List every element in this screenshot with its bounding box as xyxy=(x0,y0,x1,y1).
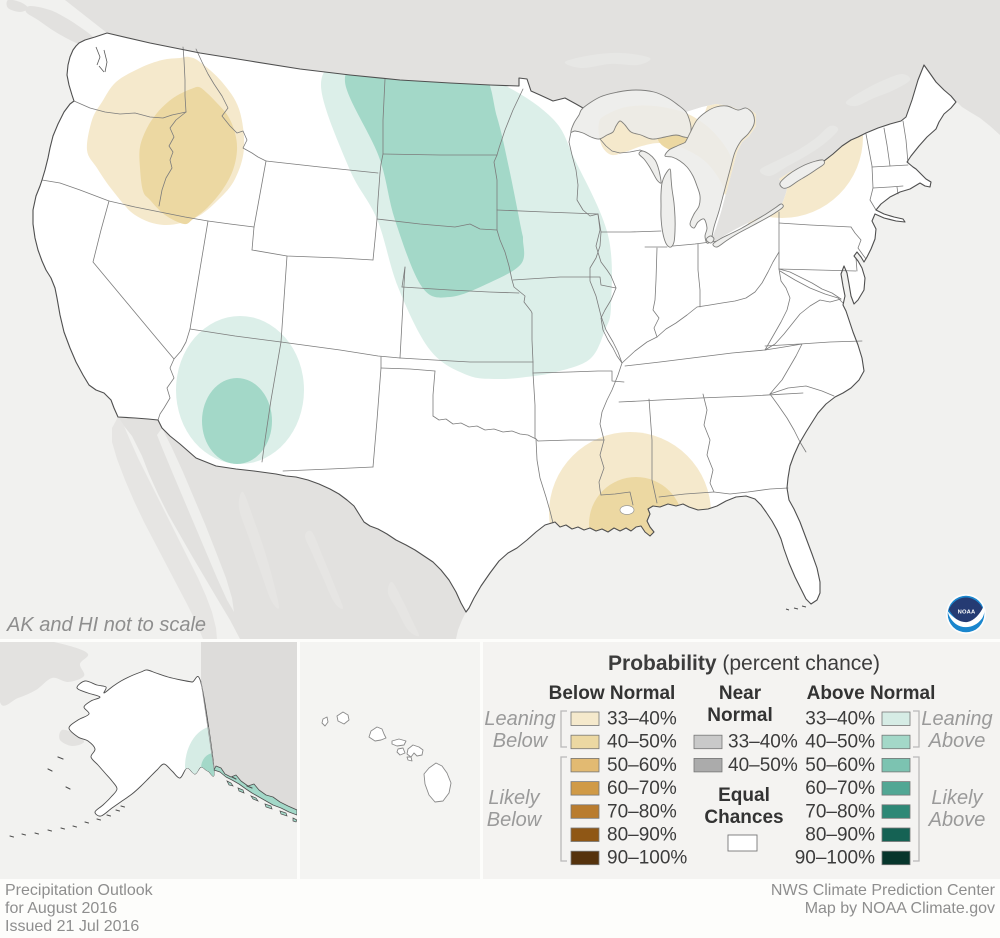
svg-text:AK and HI not to scale: AK and HI not to scale xyxy=(6,614,206,636)
svg-text:Above Normal: Above Normal xyxy=(807,683,936,704)
svg-text:Above: Above xyxy=(928,730,986,752)
svg-text:70–80%: 70–80% xyxy=(607,801,677,822)
svg-text:60–70%: 60–70% xyxy=(805,778,875,799)
svg-text:Leaning: Leaning xyxy=(921,708,992,730)
svg-text:NWS Climate Prediction Center: NWS Climate Prediction Center xyxy=(771,882,996,899)
svg-text:33–40%: 33–40% xyxy=(805,709,875,730)
svg-text:Probability (percent chance): Probability (percent chance) xyxy=(608,652,880,675)
svg-text:NOAA: NOAA xyxy=(958,610,976,616)
svg-text:70–80%: 70–80% xyxy=(805,801,875,822)
svg-text:50–60%: 50–60% xyxy=(805,755,875,776)
svg-text:Leaning: Leaning xyxy=(484,708,555,730)
svg-text:60–70%: 60–70% xyxy=(607,778,677,799)
svg-text:Below: Below xyxy=(487,809,543,831)
svg-text:Issued 21 Jul 2016: Issued 21 Jul 2016 xyxy=(5,918,139,935)
svg-text:90–100%: 90–100% xyxy=(607,848,687,869)
svg-text:Likely: Likely xyxy=(488,787,540,809)
svg-text:Precipitation Outlook: Precipitation Outlook xyxy=(5,882,154,899)
svg-text:40–50%: 40–50% xyxy=(805,732,875,753)
svg-text:40–50%: 40–50% xyxy=(728,755,798,776)
svg-text:Chances: Chances xyxy=(704,807,783,828)
svg-text:Normal: Normal xyxy=(707,705,772,726)
svg-text:33–40%: 33–40% xyxy=(607,709,677,730)
svg-text:90–100%: 90–100% xyxy=(795,848,875,869)
svg-text:Above: Above xyxy=(928,809,986,831)
svg-text:Near: Near xyxy=(719,683,762,704)
svg-text:80–90%: 80–90% xyxy=(805,825,875,846)
svg-text:50–60%: 50–60% xyxy=(607,755,677,776)
svg-text:33–40%: 33–40% xyxy=(728,732,798,753)
svg-text:Below Normal: Below Normal xyxy=(549,683,676,704)
svg-text:80–90%: 80–90% xyxy=(607,825,677,846)
svg-text:Likely: Likely xyxy=(931,787,983,809)
svg-text:40–50%: 40–50% xyxy=(607,732,677,753)
svg-text:Equal: Equal xyxy=(718,785,770,806)
svg-text:Below: Below xyxy=(493,730,549,752)
svg-text:Map by NOAA Climate.gov: Map by NOAA Climate.gov xyxy=(805,900,995,917)
svg-text:for August 2016: for August 2016 xyxy=(5,900,117,917)
